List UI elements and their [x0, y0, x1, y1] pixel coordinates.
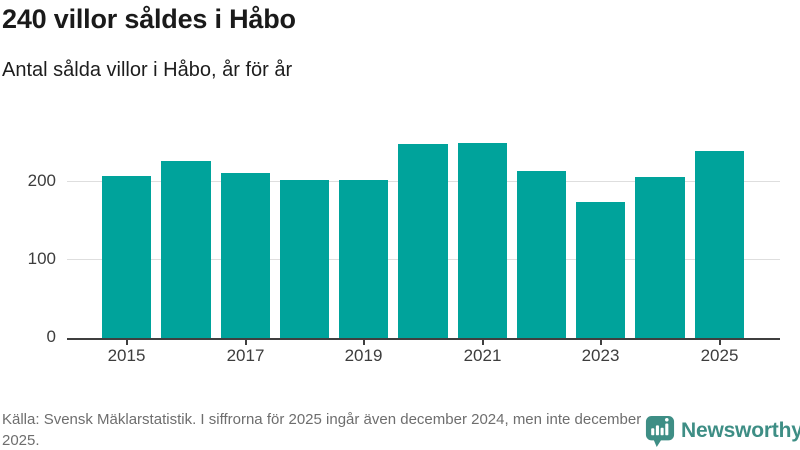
- bars: [67, 132, 780, 338]
- brand-name: Newsworthy: [681, 419, 800, 442]
- bar-2018: [279, 180, 330, 338]
- x-tick-2021: [481, 340, 484, 345]
- bar-2025: [694, 151, 744, 338]
- x-tick-label-2025: 2025: [700, 346, 739, 365]
- x-tick-label-2021: 2021: [463, 346, 502, 365]
- y-tick-label-100: 100: [27, 248, 56, 268]
- bar-2019: [339, 180, 389, 338]
- x-tick-2019: [362, 340, 365, 345]
- bar-2015: [102, 176, 152, 338]
- x-tick-label-2015: 2015: [107, 346, 146, 365]
- bar-2024: [635, 177, 685, 338]
- bar-2023: [576, 202, 626, 338]
- bar-2020: [398, 144, 448, 338]
- bar-2016: [161, 161, 211, 338]
- plot-area: [67, 132, 780, 340]
- x-tick-label-2023: 2023: [581, 346, 620, 365]
- x-tick-label-2017: 2017: [226, 346, 265, 365]
- y-tick-label-200: 200: [27, 170, 56, 190]
- x-tick-label-2019: 2019: [344, 346, 383, 365]
- newsworthy-chart-bubble-icon: [645, 415, 675, 448]
- x-tick-2017: [244, 340, 247, 345]
- x-tick-2023: [599, 340, 602, 345]
- chart-subtitle: Antal sålda villor i Håbo, år för år: [2, 59, 293, 81]
- bar-2021: [457, 143, 507, 338]
- y-tick-label-0: 0: [46, 327, 56, 346]
- x-tick-2025: [718, 340, 721, 345]
- chart: 0 100 200 2015 2017 2019 2021 2023 2025: [0, 132, 800, 372]
- x-tick-2015: [125, 340, 128, 345]
- source-note: Källa: Svensk Mäklarstatistik. I siffror…: [2, 411, 642, 449]
- brand-logo: Newsworthy: [645, 415, 800, 447]
- bar-2017: [220, 173, 270, 338]
- chart-title: 240 villor såldes i Håbo: [2, 4, 296, 34]
- bar-2022: [516, 171, 567, 338]
